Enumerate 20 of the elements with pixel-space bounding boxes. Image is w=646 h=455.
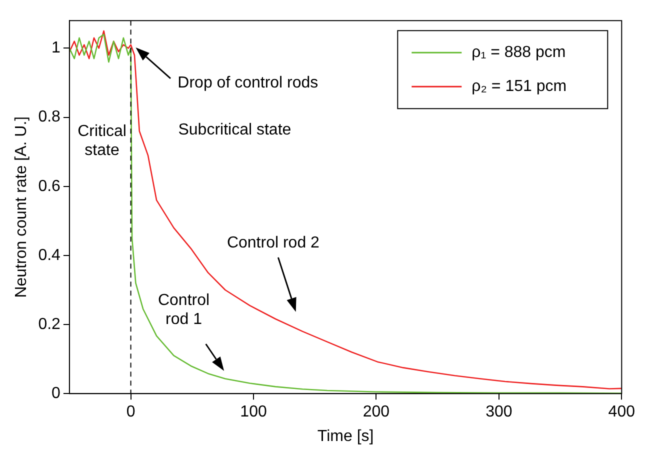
y-tick-label: 0.2 [38, 316, 61, 333]
legend-label: ρ₂ = 151 pcm [472, 78, 567, 96]
annotation: Control rod 2 [226, 234, 320, 252]
y-tick-label: 0 [52, 385, 61, 402]
y-tick-label: 0.6 [38, 178, 61, 195]
y-tick-label: 1 [52, 40, 61, 57]
x-axis-title: Time [s] [317, 428, 374, 445]
annotation: Drop of control rods [178, 74, 318, 92]
x-tick-label: 0 [126, 404, 136, 421]
x-tick-label: 400 [608, 404, 636, 421]
x-tick-label: 100 [240, 404, 267, 421]
annotation: Control rod 1 [158, 292, 210, 328]
annotation: Critical state [78, 122, 126, 159]
x-tick-label: 200 [362, 404, 390, 421]
annotation: Subcritical state [178, 121, 292, 138]
y-axis-title: Neutron count rate [A. U.] [13, 116, 30, 298]
legend-label: ρ₁ = 888 pcm [472, 44, 566, 62]
x-tick-label: 300 [486, 404, 512, 421]
y-tick-label: 0.8 [38, 108, 61, 126]
y-tick-label: 0.4 [38, 246, 61, 264]
